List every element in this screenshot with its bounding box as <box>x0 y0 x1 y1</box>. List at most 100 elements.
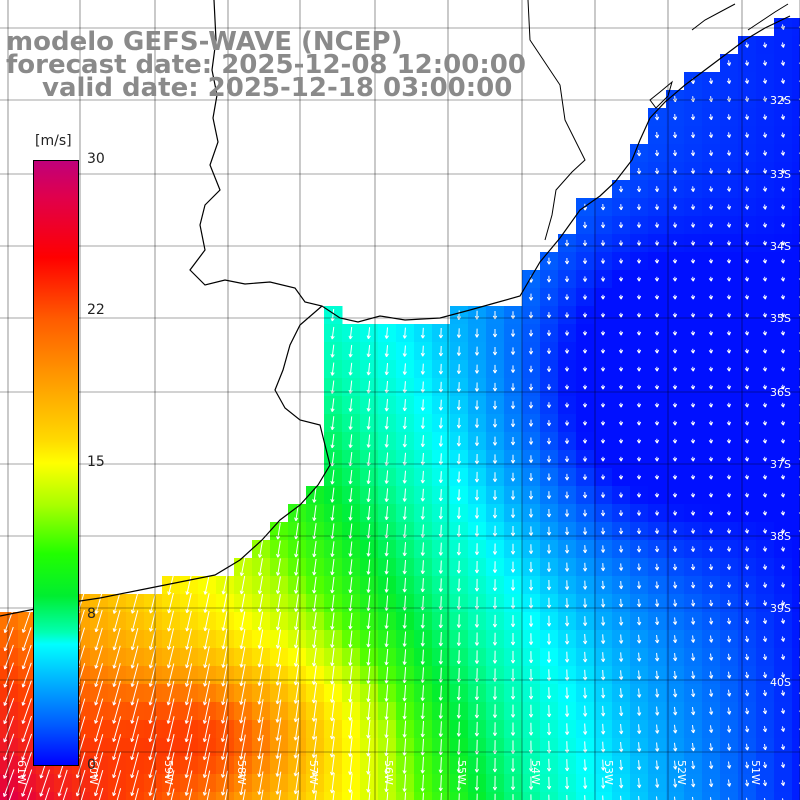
wind-arrow <box>384 523 389 539</box>
wind-cell <box>792 36 800 55</box>
coastline <box>0 0 791 617</box>
wind-arrow <box>384 345 389 358</box>
wind-arrow <box>420 703 425 720</box>
wind-arrow <box>275 594 281 613</box>
wind-arrow <box>528 347 534 355</box>
wind-arrow <box>312 487 317 503</box>
wind-arrow <box>3 644 14 670</box>
wind-arrow <box>744 402 749 408</box>
wind-arrow <box>62 787 68 800</box>
wind-arrow <box>402 416 407 430</box>
wind-arrow <box>618 420 624 426</box>
wind-arrow <box>582 705 588 717</box>
wind-arrow <box>294 594 299 612</box>
wind-arrow <box>332 790 335 800</box>
wind-arrow <box>673 724 678 734</box>
wind-arrow <box>564 420 570 426</box>
wind-arrow <box>94 663 103 688</box>
wind-arrow <box>744 492 749 498</box>
wind-arrow <box>166 733 175 761</box>
wind-arrow <box>582 598 588 608</box>
wind-arrow <box>185 610 192 632</box>
wind-arrow <box>420 435 425 448</box>
wind-arrow <box>673 778 678 788</box>
wind-arrow <box>257 699 264 724</box>
wind-arrow <box>780 132 785 138</box>
wind-arrow <box>184 698 193 724</box>
wind-arrow <box>654 670 660 680</box>
wind-arrow <box>673 706 678 716</box>
wind-cell <box>792 756 800 775</box>
wind-arrow <box>727 779 732 787</box>
wind-arrow <box>564 257 570 265</box>
wind-arrow <box>203 628 210 650</box>
wind-arrow <box>672 240 678 246</box>
wind-arrow <box>330 612 335 630</box>
wind-arrow <box>655 742 660 752</box>
wind-arrow <box>690 132 696 139</box>
wind-arrow <box>690 635 696 643</box>
wind-arrow <box>600 616 606 626</box>
wind-arrow <box>384 434 389 448</box>
wind-arrow <box>762 582 768 588</box>
wind-arrow <box>726 474 731 480</box>
wind-arrow <box>402 363 407 375</box>
wind-arrow <box>366 362 371 376</box>
wind-arrow <box>510 365 516 373</box>
wind-arrow <box>762 312 767 318</box>
wind-arrow <box>294 505 299 522</box>
wind-cell <box>792 684 800 703</box>
wind-arrow <box>330 701 335 722</box>
wind-arrow <box>257 646 264 668</box>
wind-arrow <box>636 366 642 372</box>
wind-arrow <box>293 629 299 649</box>
wind-cell <box>108 792 127 800</box>
wind-arrow <box>293 682 300 704</box>
wind-arrow <box>636 384 642 390</box>
wind-arrow <box>564 491 570 499</box>
wind-arrow <box>366 719 371 739</box>
wind-arrow <box>384 666 389 684</box>
wind-cell <box>792 90 800 109</box>
wind-arrow <box>239 734 246 760</box>
wind-arrow <box>438 363 444 375</box>
wind-arrow <box>744 204 750 210</box>
wind-arrow <box>546 562 552 572</box>
coastline-path <box>189 0 791 323</box>
wind-arrow <box>75 751 86 779</box>
wind-arrow <box>762 600 768 606</box>
wind-arrow <box>3 769 15 797</box>
wind-arrow <box>528 651 534 664</box>
wind-arrow <box>510 508 516 519</box>
wind-arrow <box>636 258 642 264</box>
wind-arrow <box>75 769 86 797</box>
wind-arrow <box>402 434 407 448</box>
wind-arrow <box>762 762 768 769</box>
wind-arrow <box>384 774 389 793</box>
wind-arrow <box>311 718 317 740</box>
wind-arrow <box>709 761 714 769</box>
wind-arrow <box>745 743 750 751</box>
wind-arrow <box>672 546 678 553</box>
wind-cell <box>792 720 800 739</box>
wind-arrow <box>546 312 552 319</box>
wind-cell <box>792 360 800 379</box>
wind-arrow <box>672 599 678 607</box>
wind-arrow <box>780 348 785 354</box>
wind-arrow <box>492 561 498 573</box>
wind-arrow <box>402 756 407 774</box>
wind-arrow <box>492 490 498 501</box>
wind-arrow <box>744 456 749 462</box>
wind-arrow <box>420 399 425 411</box>
wind-arrow <box>583 759 588 771</box>
wind-arrow <box>619 723 624 735</box>
wind-arrow <box>528 329 534 337</box>
wind-arrow <box>564 312 570 318</box>
wind-arrow <box>654 258 660 264</box>
wind-arrow <box>780 438 785 444</box>
wind-arrow <box>184 663 193 687</box>
wind-arrow <box>21 644 32 670</box>
wind-arrow <box>672 617 678 625</box>
colorbar-tick-22: 22 <box>87 302 105 318</box>
